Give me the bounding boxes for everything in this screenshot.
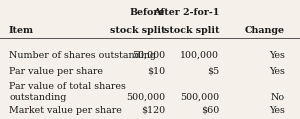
Text: 50,000: 50,000 <box>132 51 165 60</box>
Text: $60: $60 <box>201 106 219 115</box>
Text: Yes: Yes <box>269 67 285 76</box>
Text: 500,000: 500,000 <box>126 93 165 102</box>
Text: Before: Before <box>130 8 165 17</box>
Text: $5: $5 <box>207 67 219 76</box>
Text: No: No <box>271 93 285 102</box>
Text: Change: Change <box>245 26 285 35</box>
Text: $120: $120 <box>141 106 165 115</box>
Text: 100,000: 100,000 <box>180 51 219 60</box>
Text: Yes: Yes <box>269 106 285 115</box>
Text: stock split: stock split <box>164 26 219 35</box>
Text: outstanding: outstanding <box>9 93 66 102</box>
Text: stock split: stock split <box>110 26 165 35</box>
Text: $10: $10 <box>147 67 165 76</box>
Text: Yes: Yes <box>269 51 285 60</box>
Text: 500,000: 500,000 <box>180 93 219 102</box>
Text: Par value per share: Par value per share <box>9 67 103 76</box>
Text: After 2-for-1: After 2-for-1 <box>153 8 219 17</box>
Text: Market value per share: Market value per share <box>9 106 122 115</box>
Text: Item: Item <box>9 26 34 35</box>
Text: Par value of total shares: Par value of total shares <box>9 82 126 91</box>
Text: Number of shares outstanding: Number of shares outstanding <box>9 51 156 60</box>
